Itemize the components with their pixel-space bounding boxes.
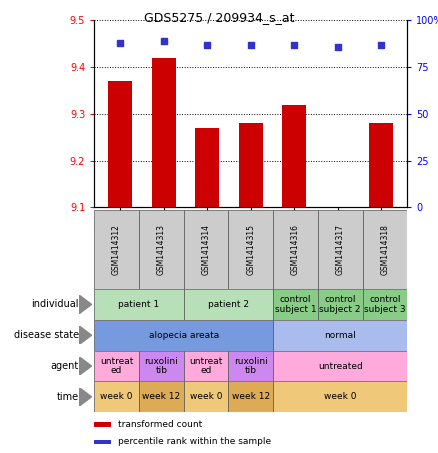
Bar [139, 351, 184, 381]
Text: agent: agent [51, 361, 79, 371]
Text: individual: individual [32, 299, 79, 309]
Bar [152, 58, 176, 207]
Text: GSM1414312: GSM1414312 [112, 224, 121, 275]
Text: disease state: disease state [14, 330, 79, 340]
Polygon shape [79, 295, 92, 313]
Text: normal: normal [325, 331, 356, 340]
Text: GSM1414316: GSM1414316 [291, 224, 300, 275]
Text: control
subject 3: control subject 3 [364, 295, 406, 314]
Bar [108, 81, 132, 207]
Bar [273, 320, 407, 351]
Bar [363, 289, 407, 320]
Text: percentile rank within the sample: percentile rank within the sample [118, 438, 271, 446]
Text: ruxolini
tib: ruxolini tib [234, 357, 268, 376]
Bar [273, 210, 318, 289]
Text: patient 1: patient 1 [118, 300, 159, 309]
Bar [94, 422, 111, 427]
Bar [318, 210, 363, 289]
Text: untreated: untreated [318, 361, 363, 371]
Bar [363, 210, 407, 289]
Bar [94, 351, 139, 381]
Polygon shape [79, 388, 92, 406]
Point [247, 41, 254, 48]
Text: GDS5275 / 209934_s_at: GDS5275 / 209934_s_at [144, 11, 294, 24]
Bar [273, 351, 407, 381]
Text: GSM1414315: GSM1414315 [246, 224, 255, 275]
Bar [184, 381, 228, 412]
Bar [94, 381, 139, 412]
Bar [318, 289, 363, 320]
Bar [228, 210, 273, 289]
Text: week 12: week 12 [142, 392, 180, 401]
Polygon shape [79, 357, 92, 375]
Text: control
subject 2: control subject 2 [319, 295, 361, 314]
Point [291, 41, 298, 48]
Bar [273, 381, 407, 412]
Text: week 12: week 12 [232, 392, 270, 401]
Point [117, 39, 124, 47]
Bar [94, 289, 184, 320]
Bar [239, 123, 263, 207]
Bar [94, 439, 111, 444]
Bar [228, 381, 273, 412]
Text: GSM1414313: GSM1414313 [157, 224, 166, 275]
Text: time: time [57, 392, 79, 402]
Polygon shape [79, 326, 92, 344]
Text: control
subject 1: control subject 1 [275, 295, 316, 314]
Text: ruxolini
tib: ruxolini tib [145, 357, 178, 376]
Point [378, 41, 385, 48]
Bar [184, 351, 228, 381]
Text: week 0: week 0 [100, 392, 133, 401]
Bar [282, 105, 306, 207]
Bar [94, 210, 139, 289]
Point [334, 43, 341, 50]
Text: week 0: week 0 [324, 392, 357, 401]
Text: untreat
ed: untreat ed [100, 357, 133, 376]
Text: GSM1414317: GSM1414317 [336, 224, 345, 275]
Point [160, 37, 167, 44]
Text: untreat
ed: untreat ed [189, 357, 223, 376]
Point [204, 41, 211, 48]
Bar [139, 210, 184, 289]
Text: GSM1414314: GSM1414314 [201, 224, 211, 275]
Text: transformed count: transformed count [118, 420, 202, 429]
Text: week 0: week 0 [190, 392, 222, 401]
Bar [184, 289, 273, 320]
Text: patient 2: patient 2 [208, 300, 249, 309]
Bar [228, 351, 273, 381]
Bar [273, 289, 318, 320]
Bar [184, 210, 228, 289]
Text: alopecia areata: alopecia areata [148, 331, 219, 340]
Bar [195, 128, 219, 207]
Bar [369, 123, 393, 207]
Bar [139, 381, 184, 412]
Text: GSM1414318: GSM1414318 [381, 224, 389, 275]
Bar [94, 320, 273, 351]
